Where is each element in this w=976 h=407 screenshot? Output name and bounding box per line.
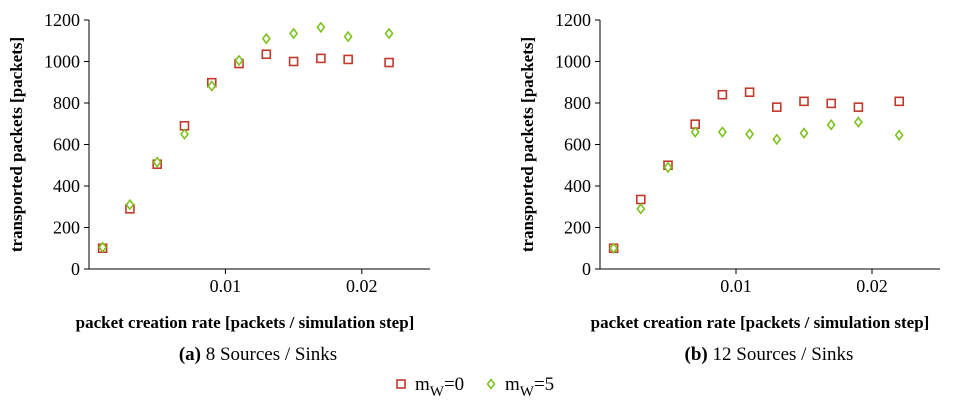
data-point-diamond (663, 161, 673, 174)
y-tick-label: 400 (564, 176, 591, 196)
x-tick-label: 0.02 (856, 276, 888, 296)
data-point-square (316, 53, 326, 64)
y-tick-label: 1200 (44, 10, 80, 30)
data-point-diamond (98, 241, 108, 254)
y-tick-label: 600 (564, 135, 591, 155)
x-tick-label: 0.01 (720, 276, 752, 296)
y-axis-title: transported packets [packets] (7, 37, 26, 252)
data-point-diamond (609, 242, 619, 255)
data-point-diamond (125, 198, 135, 211)
data-point-diamond (179, 128, 189, 140)
data-point-square (771, 102, 782, 112)
data-point-diamond (261, 32, 271, 45)
data-point-diamond (207, 80, 217, 92)
y-tick-label: 0 (582, 259, 591, 279)
panel-a: 0 200 400 600 800 1000 1200 0.01 0.02 transported… (7, 10, 430, 365)
data-point-diamond (384, 27, 394, 40)
data-point-square (717, 89, 728, 100)
y-tick-label: 1200 (555, 10, 591, 30)
series-square (608, 87, 905, 254)
series-square (97, 49, 394, 254)
data-point-square (261, 49, 272, 60)
data-point-square (343, 54, 353, 65)
legend: mW=0 mW=5 (396, 374, 554, 400)
y-tick-label: 1000 (44, 52, 80, 72)
panel-caption-letter: (a) (179, 344, 206, 365)
data-point-diamond (826, 118, 836, 131)
legend-label: mW=0 (415, 374, 464, 400)
data-point-diamond (234, 54, 244, 67)
data-point-diamond (289, 27, 299, 40)
data-point-diamond (717, 126, 727, 138)
square-icon (396, 379, 406, 389)
y-tick-label: 800 (53, 93, 80, 113)
y-tick-label: 400 (53, 176, 80, 196)
data-point-diamond (152, 156, 162, 168)
y-tick-label: 600 (53, 135, 80, 155)
data-point-diamond (343, 30, 353, 43)
x-axis-title: packet creation rate [packets / simulati… (591, 313, 930, 332)
data-point-diamond (799, 127, 809, 139)
panel-caption: (a) 8 Sources / Sinks (179, 344, 337, 365)
panel-caption-text: 8 Sources / Sinks (206, 344, 337, 365)
panel-caption-text: 12 Sources / Sinks (713, 344, 854, 365)
x-tick-label: 0.02 (346, 276, 378, 296)
y-tick-label: 800 (564, 93, 591, 113)
data-point-diamond (690, 126, 700, 138)
panel-caption-letter: (b) (685, 344, 713, 365)
data-point-diamond (894, 129, 904, 141)
data-point-diamond (636, 203, 646, 215)
x-axis-title: packet creation rate [packets / simulati… (76, 313, 415, 332)
series-diamond (609, 116, 904, 255)
data-point-square (744, 87, 755, 98)
panel-b: 0 200 400 600 800 1000 1200 0.01 0.02 transported… (518, 10, 940, 365)
y-axis-title: transported packets [packets] (518, 37, 537, 252)
y-tick-label: 200 (53, 218, 80, 238)
data-point-square (384, 57, 394, 68)
series-diamond (98, 21, 394, 254)
diamond-icon (486, 378, 496, 390)
legend-label: mW=5 (505, 374, 554, 400)
data-point-diamond (745, 128, 755, 140)
y-tick-label: 0 (71, 259, 80, 279)
data-point-square (826, 98, 837, 109)
x-tick-label: 0.01 (210, 276, 242, 296)
panel-caption: (b) 12 Sources / Sinks (685, 344, 854, 365)
data-point-square (635, 194, 646, 205)
data-point-square (799, 96, 809, 107)
data-point-square (853, 102, 864, 112)
data-point-diamond (316, 21, 326, 34)
y-tick-label: 1000 (555, 52, 591, 72)
data-point-diamond (772, 133, 782, 146)
data-point-diamond (853, 116, 863, 128)
data-point-square (288, 56, 299, 67)
data-point-square (894, 96, 905, 107)
y-tick-label: 200 (564, 218, 591, 238)
